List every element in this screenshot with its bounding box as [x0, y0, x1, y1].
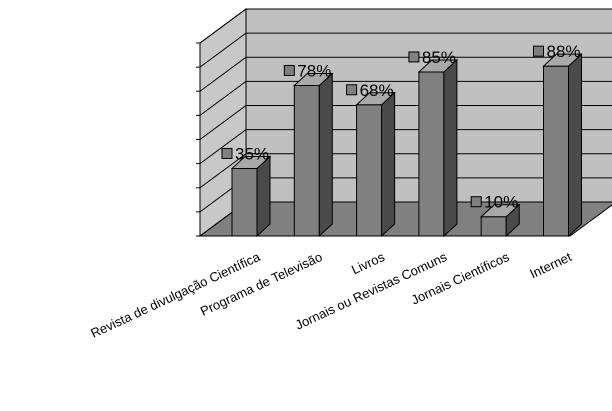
bar [355, 91, 396, 238]
x-tick-label: Internet [527, 249, 574, 281]
bar-front [418, 71, 445, 237]
bar-side [443, 58, 458, 238]
bar [293, 72, 334, 238]
data-label: 35% [235, 144, 269, 163]
gridline [199, 80, 612, 116]
bar-front [543, 65, 569, 237]
bar-top [479, 204, 521, 218]
data-label: 88% [547, 42, 581, 61]
data-label-marker [221, 147, 233, 159]
x-tick-label: Programa de Televisão [198, 249, 325, 319]
x-tick-labels: Revista de divulgação CientíficaPrograma… [88, 249, 574, 341]
bar-top [417, 59, 459, 73]
gridline [199, 105, 612, 140]
bar-top [230, 155, 272, 169]
bar-front [356, 104, 383, 237]
data-label: 68% [360, 81, 394, 100]
gridline [199, 32, 612, 68]
bar-side [381, 91, 396, 238]
bar-top [542, 53, 583, 67]
data-labels: 35% 78% 68% 85% 10% 88% [221, 42, 581, 212]
gridline [199, 8, 612, 44]
gridline [199, 56, 612, 92]
bar [542, 53, 583, 238]
bar-side [568, 53, 582, 238]
gridlines [196, 8, 612, 237]
x-tick-label: Livros [349, 249, 387, 277]
data-label: 85% [422, 48, 456, 67]
bar-top [355, 92, 396, 106]
bar-front [231, 167, 258, 237]
data-label: 10% [484, 193, 518, 212]
data-label-marker [408, 51, 420, 63]
data-label-marker [283, 64, 295, 76]
gridline [199, 129, 612, 165]
data-label-marker [533, 45, 544, 57]
bar [230, 155, 272, 238]
bar-front [293, 84, 320, 237]
bar-side [318, 72, 333, 238]
bar-side [256, 155, 271, 238]
bar-front [480, 216, 507, 237]
data-label: 78% [297, 61, 331, 80]
bar-top [293, 72, 334, 86]
gridline [199, 153, 612, 189]
bars [230, 53, 583, 238]
data-label-marker [470, 196, 482, 208]
data-label-marker [346, 84, 358, 96]
bar [417, 58, 459, 238]
bar [479, 203, 521, 238]
